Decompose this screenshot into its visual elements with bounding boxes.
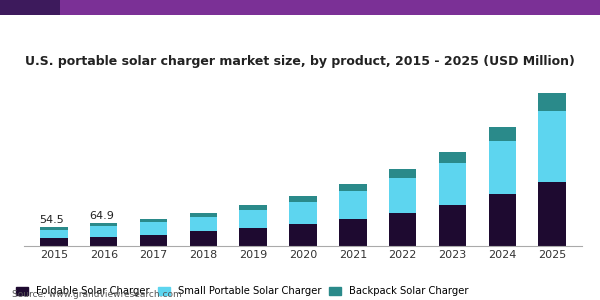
Bar	[339, 191, 367, 219]
Bar	[40, 227, 68, 230]
Bar	[538, 182, 566, 246]
Bar	[239, 228, 267, 246]
Bar	[339, 219, 367, 246]
Bar	[439, 205, 466, 246]
Bar	[190, 217, 217, 231]
Bar	[439, 152, 466, 163]
Bar	[389, 169, 416, 178]
Bar	[389, 178, 416, 213]
Text: 64.9: 64.9	[89, 211, 113, 221]
Bar	[140, 219, 167, 222]
Text: 54.5: 54.5	[39, 215, 64, 225]
Bar	[190, 213, 217, 217]
Bar	[90, 224, 118, 226]
Bar	[239, 205, 267, 210]
Text: U.S. portable solar charger market size, by product, 2015 - 2025 (USD Million): U.S. portable solar charger market size,…	[25, 55, 575, 68]
Bar	[389, 213, 416, 246]
Bar	[90, 226, 118, 237]
Legend: Foldable Solar Charger, Small Portable Solar Charger, Backpack Solar Charger: Foldable Solar Charger, Small Portable S…	[12, 282, 473, 300]
Bar	[538, 111, 566, 182]
Bar	[488, 127, 516, 141]
Text: Source: www.grandviewresearch.com: Source: www.grandviewresearch.com	[12, 290, 182, 299]
Bar	[289, 224, 317, 246]
Bar	[0, 0, 60, 15]
Bar	[289, 202, 317, 224]
Bar	[488, 141, 516, 194]
Bar	[289, 196, 317, 202]
Bar	[140, 235, 167, 246]
Bar	[40, 238, 68, 246]
Bar	[40, 230, 68, 238]
Bar	[488, 194, 516, 246]
Bar	[90, 237, 118, 246]
Bar	[439, 163, 466, 205]
Bar	[538, 93, 566, 111]
Bar	[239, 210, 267, 228]
Bar	[190, 231, 217, 246]
Bar	[339, 184, 367, 191]
Bar	[140, 222, 167, 235]
